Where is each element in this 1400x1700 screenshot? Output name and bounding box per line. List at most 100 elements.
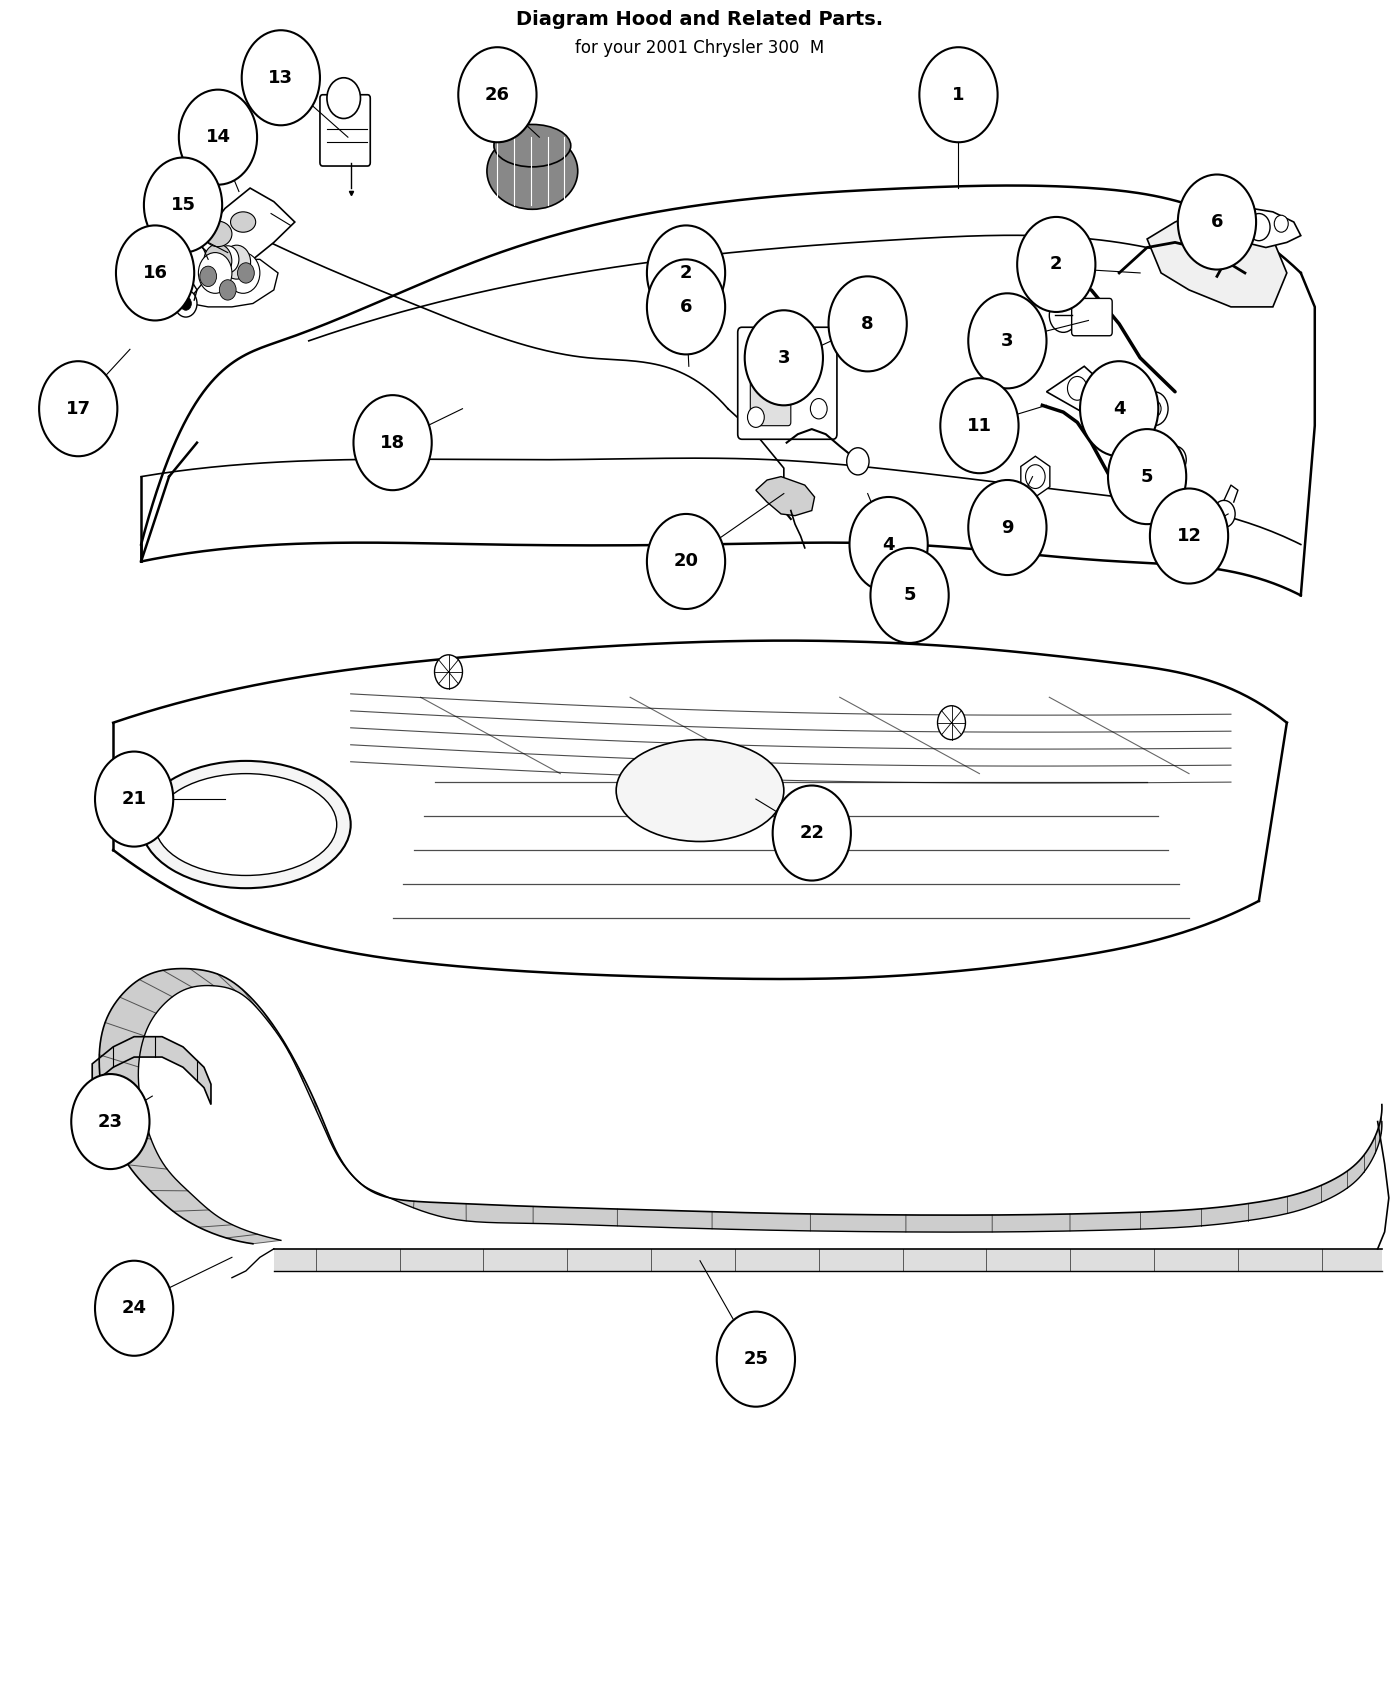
Text: 6: 6	[680, 298, 692, 316]
FancyBboxPatch shape	[1071, 299, 1112, 335]
Circle shape	[1149, 488, 1228, 583]
Circle shape	[773, 785, 851, 881]
Circle shape	[790, 367, 806, 388]
Circle shape	[647, 260, 725, 354]
Circle shape	[353, 394, 431, 490]
Circle shape	[748, 406, 764, 427]
Text: 4: 4	[882, 536, 895, 554]
Ellipse shape	[204, 221, 232, 246]
Text: 3: 3	[1001, 332, 1014, 350]
Polygon shape	[99, 969, 1382, 1244]
Ellipse shape	[494, 124, 571, 167]
Circle shape	[220, 280, 237, 301]
Circle shape	[717, 1312, 795, 1406]
Polygon shape	[197, 189, 295, 265]
Circle shape	[745, 311, 823, 405]
Circle shape	[434, 654, 462, 688]
Text: 22: 22	[799, 824, 825, 842]
Text: 17: 17	[66, 400, 91, 418]
Circle shape	[1247, 214, 1270, 241]
Circle shape	[1163, 445, 1186, 473]
Ellipse shape	[141, 762, 350, 887]
Text: 9: 9	[1001, 518, 1014, 537]
Circle shape	[458, 48, 536, 143]
Text: 11: 11	[967, 416, 993, 435]
Circle shape	[1107, 428, 1186, 524]
Circle shape	[847, 447, 869, 474]
Circle shape	[242, 31, 321, 126]
Circle shape	[969, 479, 1047, 575]
Circle shape	[1050, 299, 1077, 332]
Circle shape	[1026, 464, 1046, 488]
Text: 23: 23	[98, 1112, 123, 1130]
Circle shape	[748, 347, 764, 367]
Polygon shape	[1147, 206, 1287, 308]
Text: 5: 5	[1141, 468, 1154, 486]
Text: 13: 13	[269, 68, 294, 87]
Text: 16: 16	[143, 264, 168, 282]
Circle shape	[175, 291, 197, 318]
Circle shape	[204, 245, 232, 277]
Circle shape	[95, 751, 174, 847]
Circle shape	[781, 357, 815, 398]
Circle shape	[1147, 400, 1161, 416]
Circle shape	[200, 267, 217, 287]
Text: for your 2001 Chrysler 300  M: for your 2001 Chrysler 300 M	[575, 39, 825, 56]
Text: 26: 26	[484, 85, 510, 104]
Circle shape	[181, 298, 192, 311]
Circle shape	[941, 377, 1019, 473]
Circle shape	[1079, 360, 1158, 456]
Text: 20: 20	[673, 552, 699, 571]
Polygon shape	[141, 185, 1301, 595]
Circle shape	[144, 158, 223, 253]
Circle shape	[1018, 218, 1095, 313]
Text: 18: 18	[379, 434, 405, 452]
Polygon shape	[113, 641, 1287, 979]
Circle shape	[217, 246, 239, 274]
Polygon shape	[92, 1037, 211, 1105]
Text: 6: 6	[1211, 212, 1224, 231]
Circle shape	[850, 496, 928, 592]
Circle shape	[95, 1261, 174, 1357]
Text: 3: 3	[777, 348, 790, 367]
Text: 5: 5	[903, 586, 916, 605]
Circle shape	[811, 398, 827, 418]
Circle shape	[1274, 216, 1288, 233]
FancyBboxPatch shape	[750, 367, 791, 425]
Text: Diagram Hood and Related Parts.: Diagram Hood and Related Parts.	[517, 10, 883, 29]
Circle shape	[969, 294, 1047, 388]
Text: 4: 4	[1113, 400, 1126, 418]
Text: 25: 25	[743, 1350, 769, 1368]
Circle shape	[1212, 500, 1235, 527]
Text: 24: 24	[122, 1299, 147, 1318]
Circle shape	[1067, 376, 1086, 399]
Circle shape	[328, 78, 360, 119]
Ellipse shape	[616, 740, 784, 842]
FancyBboxPatch shape	[321, 95, 370, 167]
Text: 14: 14	[206, 128, 231, 146]
Text: 8: 8	[861, 314, 874, 333]
Polygon shape	[186, 260, 279, 308]
Text: 2: 2	[1050, 255, 1063, 274]
Text: 2: 2	[680, 264, 692, 282]
Text: 1: 1	[952, 85, 965, 104]
Circle shape	[39, 360, 118, 456]
Circle shape	[647, 226, 725, 321]
Circle shape	[71, 1074, 150, 1170]
Circle shape	[238, 264, 255, 284]
Circle shape	[1177, 175, 1256, 270]
Ellipse shape	[155, 774, 337, 876]
Ellipse shape	[231, 212, 256, 233]
Circle shape	[920, 48, 998, 143]
Polygon shape	[1224, 209, 1301, 248]
Circle shape	[179, 90, 258, 185]
Ellipse shape	[487, 133, 578, 209]
Circle shape	[1140, 391, 1168, 425]
Polygon shape	[1047, 366, 1112, 416]
Circle shape	[223, 245, 251, 279]
Circle shape	[829, 277, 907, 371]
Text: 21: 21	[122, 790, 147, 807]
Circle shape	[199, 253, 232, 294]
FancyBboxPatch shape	[738, 328, 837, 439]
Text: 15: 15	[171, 196, 196, 214]
